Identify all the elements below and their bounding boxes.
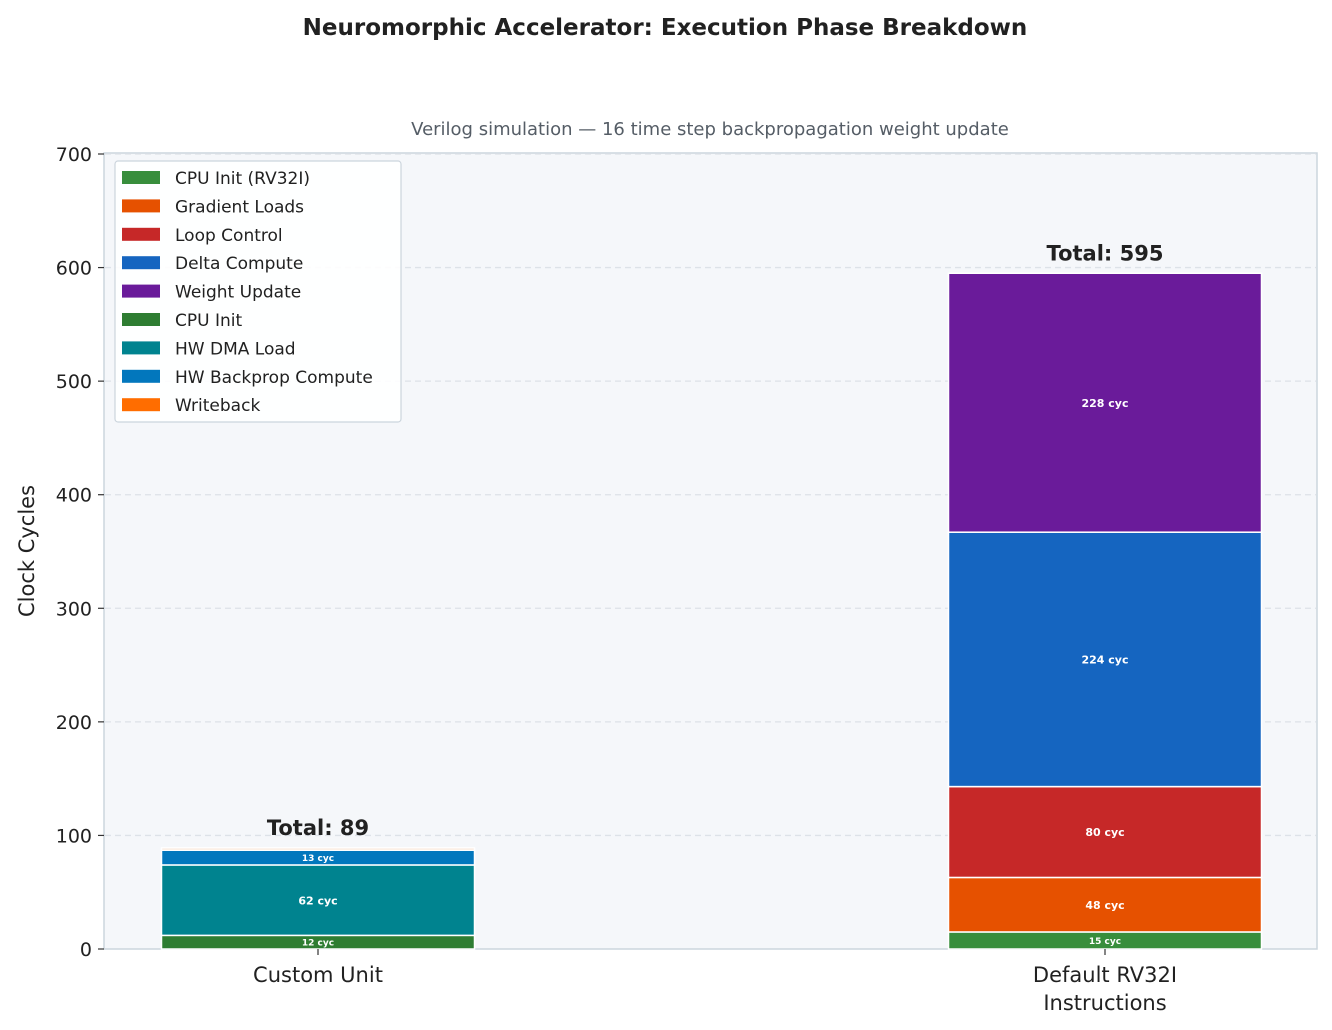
legend-swatch bbox=[122, 199, 160, 213]
x-tick-label: Custom Unit bbox=[253, 963, 383, 987]
legend-label: CPU Init (RV32I) bbox=[175, 169, 310, 189]
chart-title: Neuromorphic Accelerator: Execution Phas… bbox=[303, 15, 1028, 41]
legend-swatch bbox=[122, 171, 160, 184]
y-tick-label: 100 bbox=[56, 825, 92, 847]
legend-swatch bbox=[122, 227, 160, 241]
segment-label: 224 cyc bbox=[1081, 654, 1128, 667]
chart-subtitle: Verilog simulation — 16 time step backpr… bbox=[411, 119, 1009, 140]
total-label: Total: 595 bbox=[1047, 241, 1164, 265]
y-tick-label: 200 bbox=[56, 712, 92, 734]
legend-label: Writeback bbox=[175, 396, 260, 416]
y-tick-label: 700 bbox=[56, 144, 92, 166]
segment-label: 80 cyc bbox=[1085, 826, 1124, 839]
total-label: Total: 89 bbox=[267, 816, 369, 840]
y-tick-label: 0 bbox=[80, 939, 92, 961]
legend-swatch bbox=[122, 313, 160, 326]
segment-label: 62 cyc bbox=[298, 894, 337, 907]
segment-label: 13 cyc bbox=[302, 854, 334, 864]
legend-label: Weight Update bbox=[175, 283, 301, 303]
legend-label: Loop Control bbox=[175, 226, 283, 246]
legend-swatch bbox=[122, 369, 160, 383]
legend-label: Delta Compute bbox=[175, 254, 303, 274]
legend-swatch bbox=[122, 341, 160, 355]
y-tick-label: 400 bbox=[56, 485, 92, 507]
legend-swatch bbox=[122, 256, 160, 270]
y-tick-label: 300 bbox=[56, 598, 92, 620]
legend-box bbox=[114, 160, 402, 423]
bar-segment bbox=[947, 272, 1263, 533]
segment-label: 48 cyc bbox=[1085, 899, 1124, 912]
legend-label: Gradient Loads bbox=[175, 197, 304, 217]
y-axis-label: Clock Cycles bbox=[15, 485, 39, 617]
x-tick-label: Default RV32I Instructions bbox=[1033, 963, 1177, 1015]
segment-label: 228 cyc bbox=[1081, 397, 1128, 410]
legend-label: HW DMA Load bbox=[175, 339, 296, 359]
legend-label: HW Backprop Compute bbox=[175, 368, 373, 388]
segment-label: 12 cyc bbox=[302, 939, 334, 949]
legend: CPU Init (RV32I) Gradient Loads Loop Contr… bbox=[114, 160, 402, 423]
legend-swatch bbox=[122, 398, 160, 412]
segment-label: 15 cyc bbox=[1089, 937, 1121, 947]
bar-segment bbox=[160, 847, 476, 851]
y-tick-label: 500 bbox=[56, 371, 92, 393]
bar-segment bbox=[947, 531, 1263, 788]
bar-segment bbox=[160, 864, 476, 937]
y-tick-label: 600 bbox=[56, 258, 92, 280]
legend-swatch bbox=[122, 284, 160, 298]
legend-label: CPU Init bbox=[175, 311, 242, 331]
